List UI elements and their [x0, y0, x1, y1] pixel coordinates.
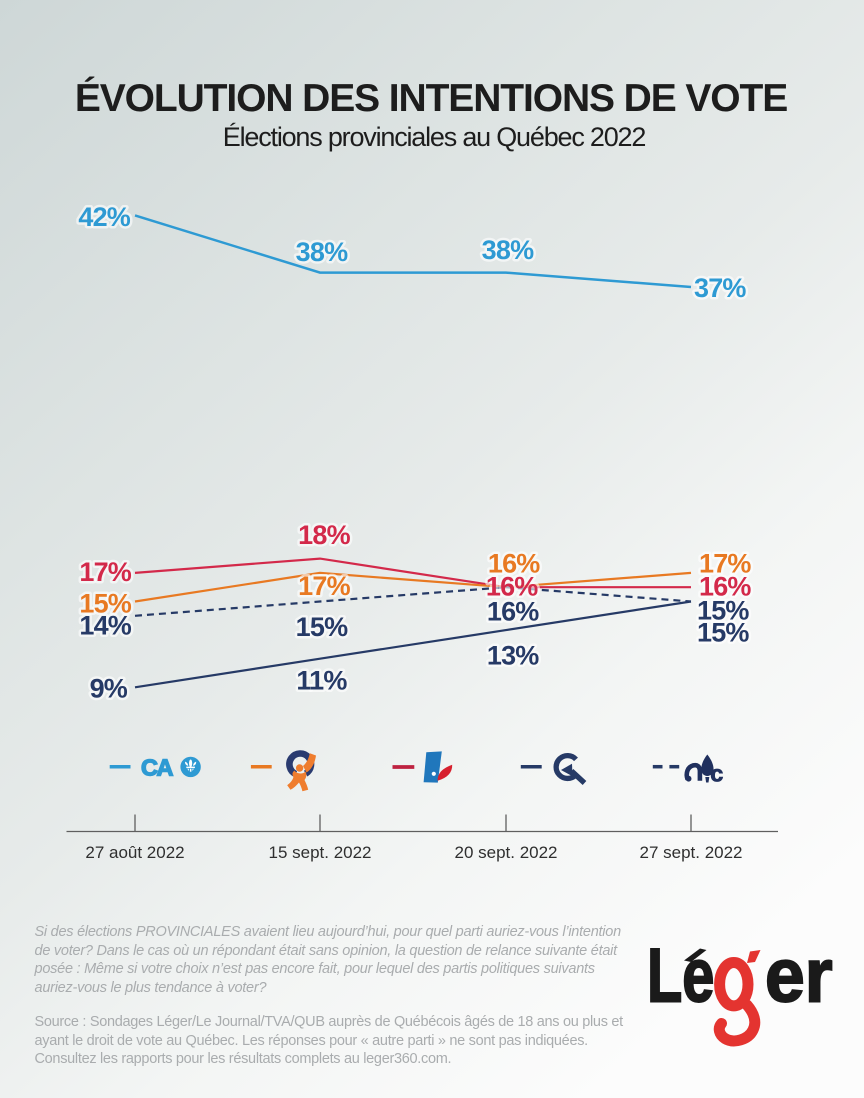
svg-text:Consultez les rapports pour le: Consultez les rapports pour les résultat… [35, 1051, 452, 1067]
svg-text:13%: 13% [487, 641, 539, 671]
svg-text:27 sept. 2022: 27 sept. 2022 [639, 843, 742, 862]
svg-text:Si des élections PROVINCIALES: Si des élections PROVINCIALES avaient li… [35, 924, 622, 940]
svg-text:9%: 9% [90, 674, 128, 704]
svg-text:Le: Le [647, 934, 714, 1018]
svg-text:17%: 17% [79, 557, 131, 587]
svg-text:37%: 37% [694, 273, 746, 303]
svg-text:15%: 15% [697, 618, 749, 648]
svg-text:CA: CA [141, 755, 173, 781]
svg-text:16%: 16% [699, 572, 751, 602]
svg-text:auriez-vous le plus tendance à: auriez-vous le plus tendance à voter? [35, 980, 268, 996]
svg-text:Source : Sondages Léger/Le Jou: Source : Sondages Léger/Le Journal/TVA/Q… [35, 1014, 624, 1030]
svg-text:38%: 38% [296, 237, 348, 267]
svg-text:15 sept. 2022: 15 sept. 2022 [268, 843, 371, 862]
svg-text:27 août 2022: 27 août 2022 [85, 843, 184, 862]
svg-text:ÉVOLUTION DES INTENTIONS DE VO: ÉVOLUTION DES INTENTIONS DE VOTE [75, 76, 787, 120]
svg-text:16%: 16% [488, 549, 540, 579]
svg-text:15%: 15% [79, 589, 131, 619]
svg-text:38%: 38% [482, 235, 534, 265]
svg-text:Élections provinciales au Québ: Élections provinciales au Québec 2022 [223, 122, 646, 152]
svg-text:ayant le droit de vote au Québ: ayant le droit de vote au Québec. Les ré… [35, 1033, 588, 1049]
svg-text:16%: 16% [487, 597, 539, 627]
svg-text:c: c [710, 760, 723, 786]
svg-text:11%: 11% [296, 666, 347, 696]
svg-text:20 sept. 2022: 20 sept. 2022 [454, 843, 557, 862]
svg-text:posée : Même si votre choix n’: posée : Même si votre choix n’est pas en… [34, 961, 595, 977]
svg-text:18%: 18% [298, 520, 350, 550]
svg-text:16%: 16% [486, 572, 538, 602]
svg-text:de voter? Dans le cas où un ré: de voter? Dans le cas où un répondant ét… [35, 943, 619, 959]
svg-text:15%: 15% [296, 612, 348, 642]
svg-text:42%: 42% [78, 202, 130, 232]
svg-text:17%: 17% [298, 571, 350, 601]
svg-text:15%: 15% [697, 596, 749, 626]
svg-text:17%: 17% [699, 549, 751, 579]
svg-text:er: er [765, 932, 833, 1018]
svg-text:14%: 14% [79, 611, 131, 641]
